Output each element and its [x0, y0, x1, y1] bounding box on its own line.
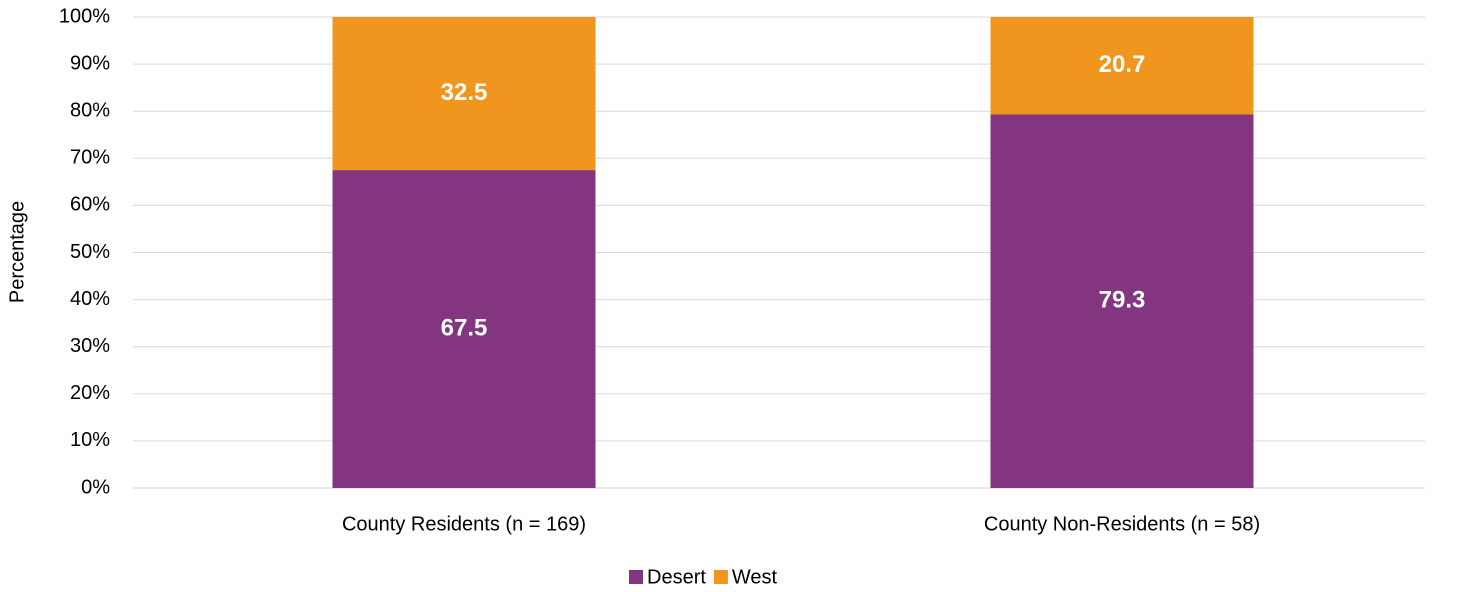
legend-label: West	[732, 566, 778, 588]
bar-segment	[332, 170, 596, 488]
y-tick-label: 50%	[70, 241, 110, 263]
data-label: 20.7	[1099, 51, 1146, 78]
x-tick-label: County Non-Residents (n = 58)	[984, 513, 1260, 535]
legend-swatch	[713, 570, 728, 584]
y-tick-label: 0%	[81, 476, 110, 498]
y-axis-label: Percentage	[6, 201, 28, 303]
y-tick-label: 10%	[70, 429, 110, 451]
y-tick-label: 70%	[70, 147, 110, 169]
data-label: 32.5	[441, 79, 488, 106]
y-tick-label: 30%	[70, 335, 110, 357]
data-label: 67.5	[441, 314, 488, 341]
y-tick-label: 80%	[70, 99, 110, 121]
x-tick-label: County Residents (n = 169)	[342, 513, 586, 535]
data-label: 79.3	[1099, 287, 1146, 314]
legend-label: Desert	[647, 566, 706, 588]
bar-segment	[990, 17, 1254, 115]
bar-segment	[990, 114, 1254, 488]
y-tick-label: 40%	[70, 288, 110, 310]
y-tick-label: 100%	[59, 5, 110, 27]
legend-swatch	[629, 570, 643, 584]
bar-segment	[332, 17, 596, 171]
y-tick-label: 60%	[70, 194, 110, 216]
y-tick-label: 90%	[70, 52, 110, 74]
y-tick-label: 20%	[70, 382, 110, 404]
